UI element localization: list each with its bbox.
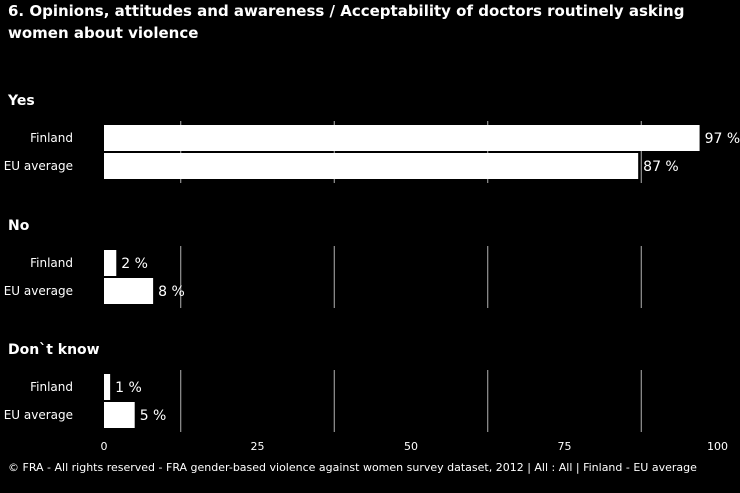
x-tick-label: 25	[251, 440, 265, 453]
x-tick-label: 0	[101, 440, 108, 453]
value-label: 5 %	[140, 408, 167, 424]
bar	[104, 153, 639, 179]
category-label: EU average	[4, 159, 73, 173]
value-label: 2 %	[121, 256, 148, 272]
x-tick-label: 50	[404, 440, 418, 453]
bar	[104, 402, 135, 428]
chart-title: 6. Opinions, attitudes and awareness / A…	[8, 2, 685, 42]
category-label: EU average	[4, 284, 73, 298]
source-note: © FRA - All rights reserved - FRA gender…	[8, 461, 697, 474]
value-label: 1 %	[115, 380, 142, 396]
value-label: 87 %	[643, 159, 679, 175]
x-tick-label: 75	[558, 440, 572, 453]
value-label: 8 %	[158, 284, 185, 300]
bar	[104, 250, 117, 276]
bar	[104, 125, 700, 151]
value-label: 97 %	[705, 131, 740, 147]
category-label: Finland	[30, 131, 73, 145]
bar	[104, 278, 154, 304]
group-label: Don`t know	[8, 342, 100, 358]
group-label: Yes	[7, 93, 35, 109]
x-tick-label: 100	[707, 440, 728, 453]
group-label: No	[8, 218, 30, 234]
category-label: EU average	[4, 408, 73, 422]
bar	[104, 374, 111, 400]
category-label: Finland	[30, 380, 73, 394]
category-label: Finland	[30, 256, 73, 270]
